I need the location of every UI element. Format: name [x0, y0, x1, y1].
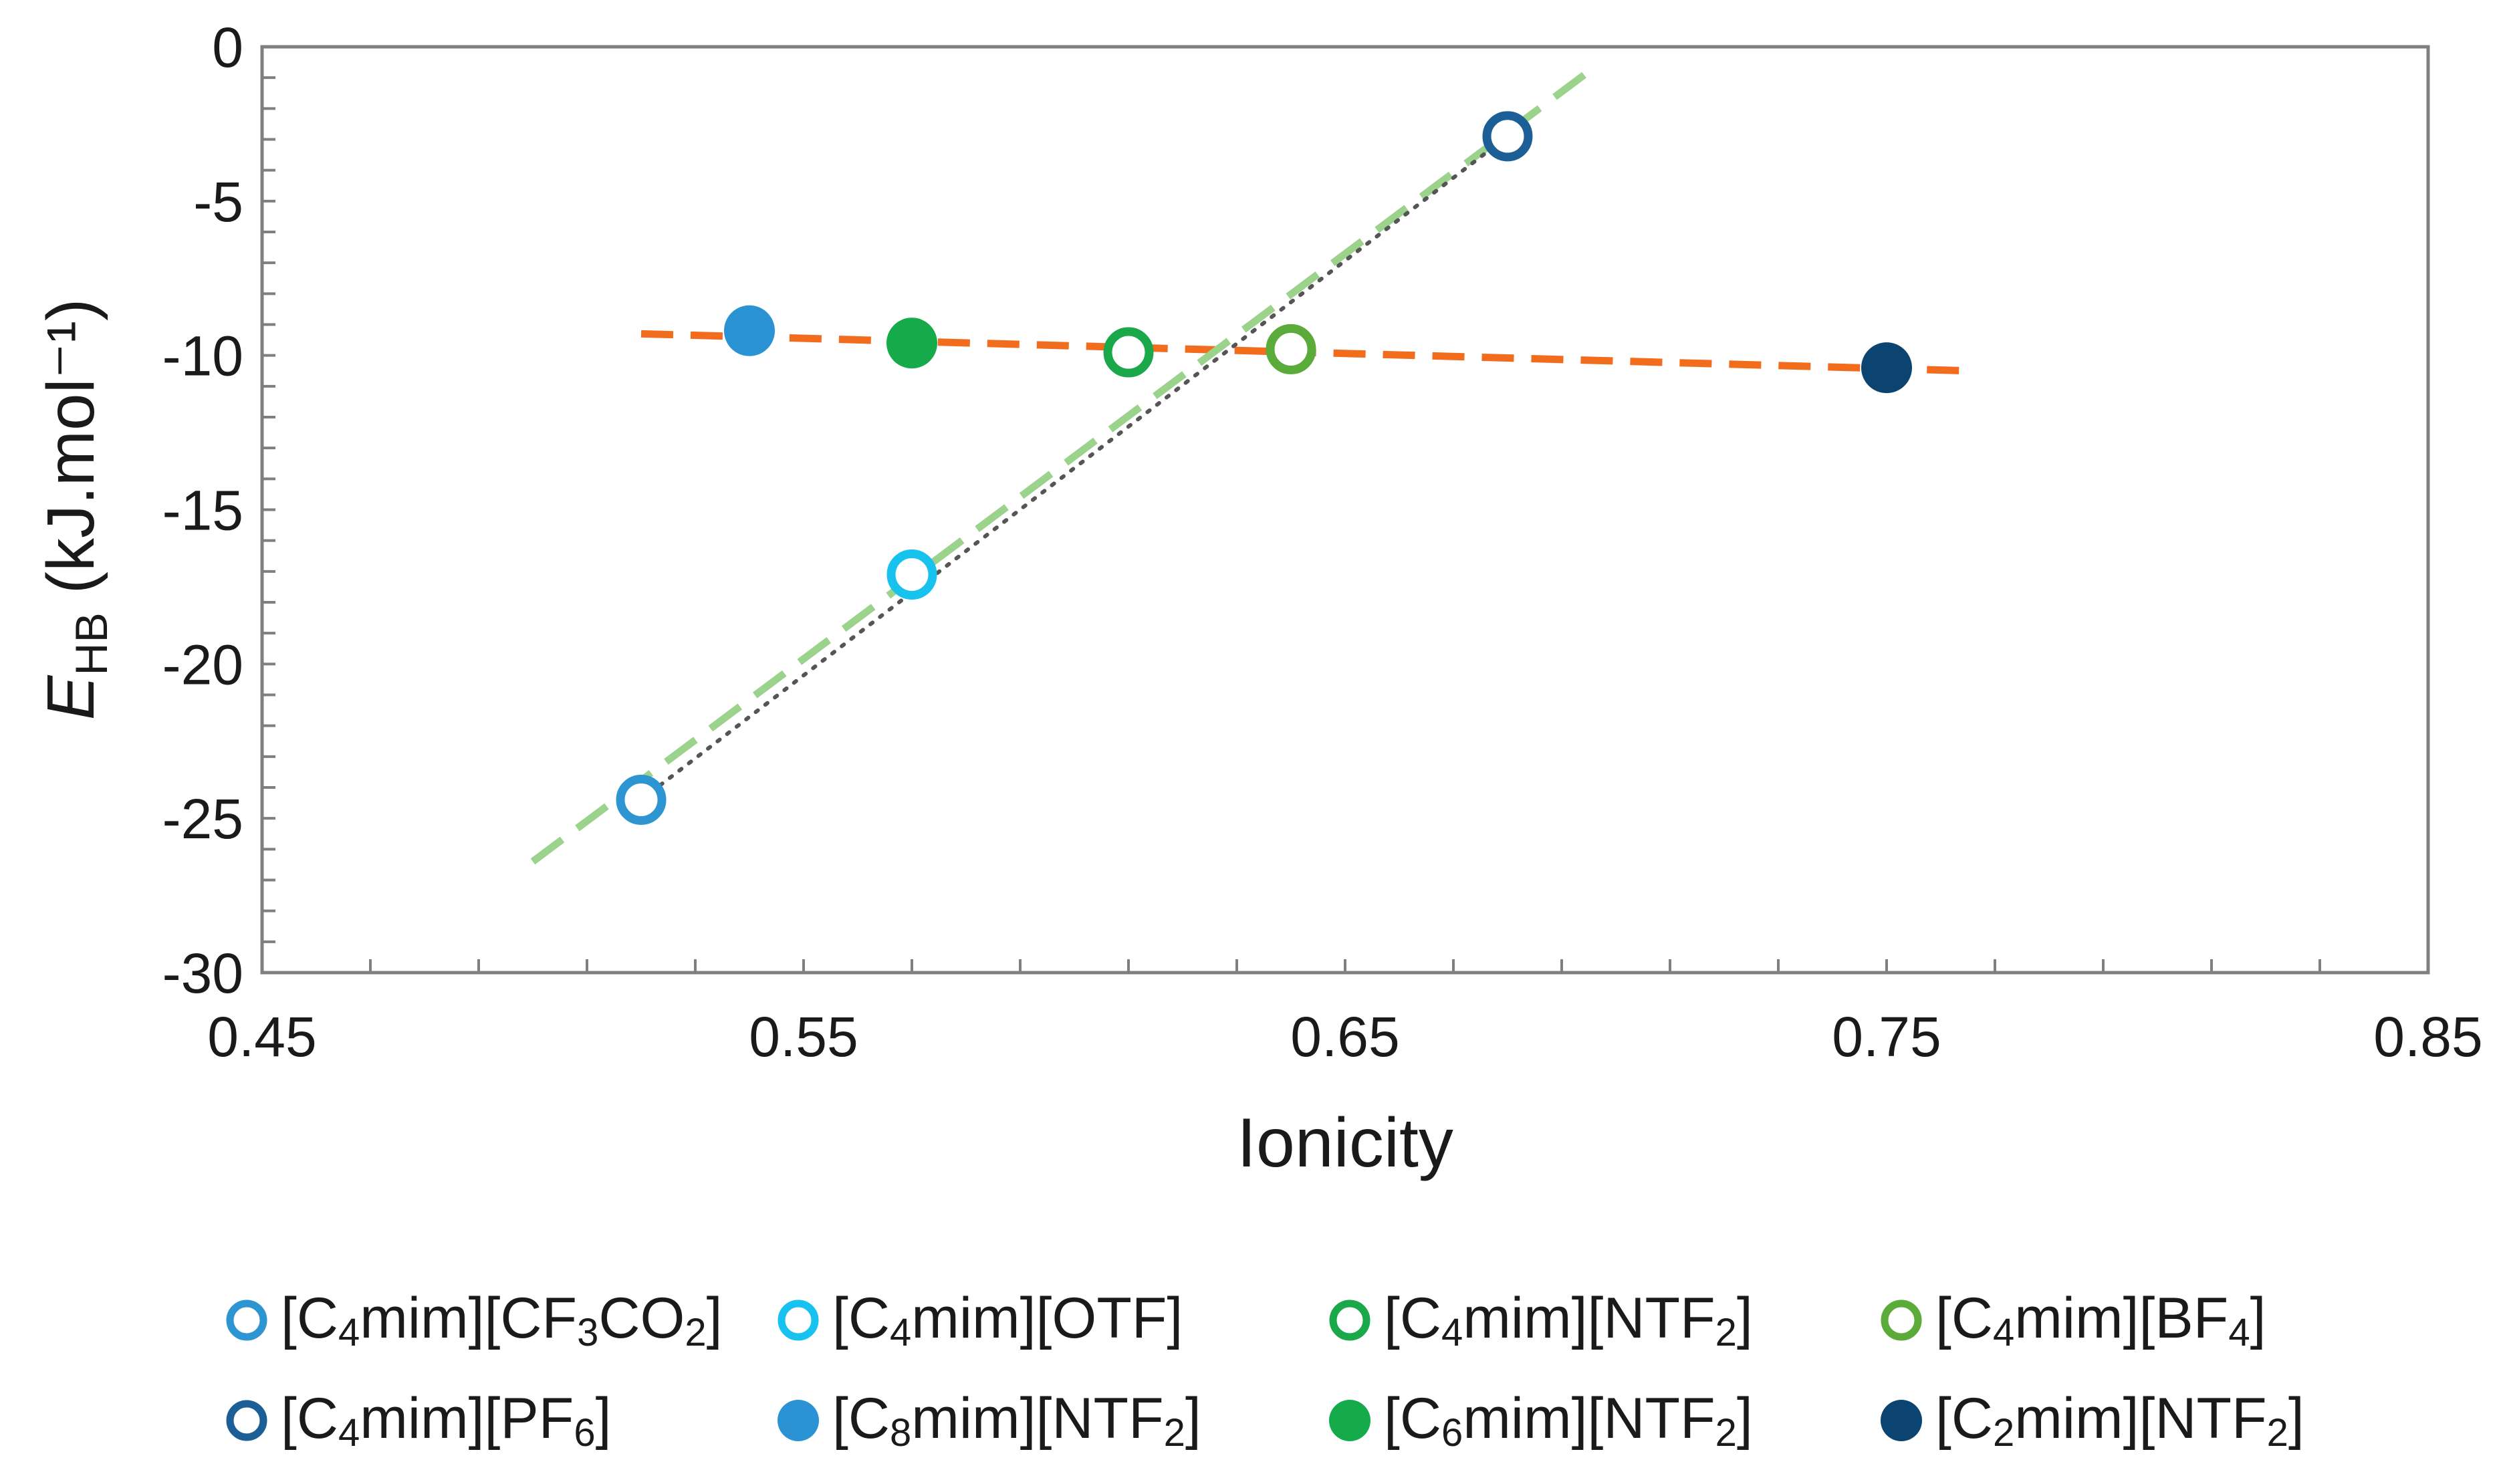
y-tick-label: -20 — [162, 633, 243, 696]
minor-ticks — [261, 45, 2429, 974]
y-axis-label-main: E — [33, 674, 108, 720]
legend-item: [C4mim][CF3CO2] — [221, 1285, 772, 1355]
legend-label: [C8mim][NTF2] — [832, 1386, 1201, 1455]
y-tick-label: -30 — [162, 942, 243, 1005]
legend-marker — [778, 1300, 819, 1341]
plot-area — [260, 45, 2430, 975]
y-axis-label-sub: HB — [66, 612, 117, 675]
y-axis-ticks: 0 -5 -10 -15 -20 -25 -30 — [162, 16, 243, 1005]
y-tick-label: -15 — [162, 479, 243, 542]
x-tick-label: 0.45 — [207, 1005, 317, 1068]
data-point — [886, 318, 937, 369]
data-point — [724, 305, 775, 356]
legend-item: [C4mim][PF6] — [221, 1386, 772, 1455]
legend-label: [C2mim][NTF2] — [1935, 1386, 2304, 1455]
legend-label: [C4mim][PF6] — [281, 1386, 612, 1455]
legend-marker — [1329, 1300, 1370, 1341]
legend-item: [C4mim][BF4] — [1875, 1285, 2427, 1355]
legend-marker — [226, 1400, 267, 1441]
data-point — [1482, 111, 1533, 162]
legend-label: [C4mim][CF3CO2] — [281, 1286, 723, 1354]
x-axis-label: Ionicity — [1237, 1104, 1453, 1182]
y-tick-label: -10 — [162, 325, 243, 388]
legend-label: [C4mim][OTF] — [832, 1286, 1183, 1354]
legend-marker — [1329, 1400, 1370, 1441]
y-tick-label: -25 — [162, 787, 243, 850]
legend-marker — [778, 1400, 819, 1441]
legend-label: [C4mim][NTF2] — [1384, 1286, 1753, 1354]
data-point — [616, 774, 667, 825]
legend: [C4mim][CF3CO2] [C4mim][OTF] [C4mim][NTF… — [221, 1270, 2427, 1471]
x-axis-ticks: 0.45 0.55 0.65 0.75 0.85 — [207, 1005, 2483, 1068]
legend-row-2: [C4mim][PF6] [C8mim][NTF2] [C6mim][NTF2]… — [221, 1370, 2427, 1471]
x-tick-label: 0.65 — [1290, 1005, 1400, 1068]
legend-row-1: [C4mim][CF3CO2] [C4mim][OTF] [C4mim][NTF… — [221, 1270, 2427, 1370]
legend-item: [C2mim][NTF2] — [1875, 1386, 2427, 1455]
data-point — [1861, 342, 1912, 394]
data-points — [616, 111, 1912, 825]
y-tick-label: -5 — [193, 170, 243, 233]
chart: 0.45 0.55 0.65 0.75 0.85 0-5-10-15-20-25-30 … — [33, 16, 2483, 1182]
x-tick-label: 0.75 — [1832, 1005, 1941, 1068]
legend-label: [C4mim][BF4] — [1935, 1286, 2266, 1354]
data-point — [1266, 324, 1316, 374]
legend-item: [C4mim][OTF] — [772, 1285, 1324, 1355]
legend-marker — [1881, 1300, 1922, 1341]
y-axis-label: EHB (kJ.mol⁻¹) — [33, 299, 117, 721]
gray-trend — [639, 134, 1510, 802]
data-point — [886, 549, 937, 600]
y-tick-label: 0 — [212, 16, 243, 79]
y-axis-label-unit: (kJ.mol⁻¹) — [33, 299, 108, 612]
legend-item: [C6mim][NTF2] — [1324, 1386, 1875, 1455]
legend-item: [C8mim][NTF2] — [772, 1386, 1324, 1455]
data-point — [1103, 327, 1154, 378]
legend-marker — [226, 1300, 267, 1341]
legend-item: [C4mim][NTF2] — [1324, 1285, 1875, 1355]
x-tick-label: 0.55 — [749, 1005, 858, 1068]
legend-label: [C6mim][NTF2] — [1384, 1386, 1753, 1455]
legend-marker — [1881, 1400, 1922, 1441]
x-tick-label: 0.85 — [2373, 1005, 2483, 1068]
